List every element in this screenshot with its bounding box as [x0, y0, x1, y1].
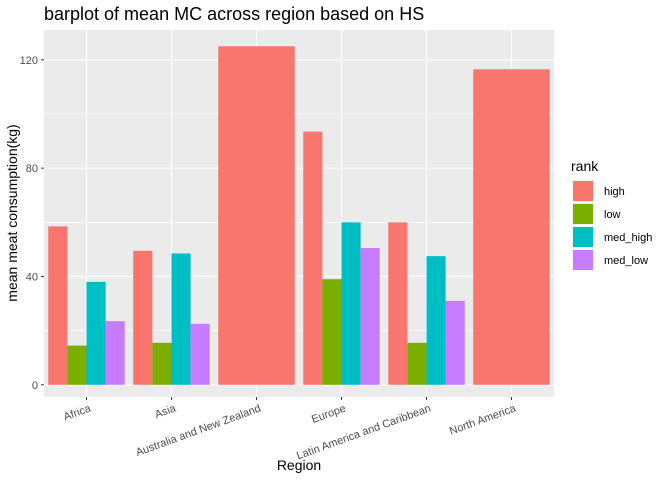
x-tick-label: Africa	[62, 402, 93, 423]
x-tick-label: Latin America and Caribbean	[295, 403, 432, 463]
legend-key-low	[573, 204, 593, 224]
bar	[473, 69, 550, 385]
x-tick-label: Europe	[310, 403, 347, 426]
y-tick-label: 120	[20, 55, 38, 67]
bar	[190, 323, 210, 385]
bar	[67, 345, 87, 385]
chart-title: barplot of mean MC across region based o…	[44, 4, 424, 24]
legend-label: high	[604, 186, 625, 198]
y-axis-title: mean meat consumption(kg)	[4, 124, 20, 301]
bar	[360, 248, 380, 385]
bar	[303, 131, 323, 385]
bar	[426, 256, 446, 385]
legend-label: med_low	[604, 255, 648, 267]
bar	[407, 342, 427, 385]
legend-key-med_high	[573, 227, 593, 247]
bar	[86, 281, 106, 385]
bar	[445, 300, 465, 385]
y-tick-label: 40	[26, 271, 38, 283]
grid-minor	[44, 113, 554, 331]
legend-key-high	[573, 181, 593, 201]
bar	[218, 46, 295, 385]
legend-title: rank	[571, 158, 599, 174]
legend: rank high low med_high med_low	[571, 158, 652, 271]
legend-label: low	[604, 209, 621, 221]
bars	[48, 46, 550, 385]
x-tick-label: Asia	[153, 402, 178, 421]
x-tick-label: North America	[448, 402, 518, 437]
y-axis: 0 40 80 120	[20, 55, 44, 392]
legend-label: med_high	[604, 232, 652, 244]
plot-panel	[44, 30, 554, 397]
bar	[105, 321, 125, 385]
bar	[341, 222, 361, 385]
bar	[388, 222, 408, 385]
y-tick-label: 80	[26, 163, 38, 175]
y-tick-label: 0	[32, 380, 38, 392]
bar	[48, 226, 68, 385]
x-axis-title: Region	[277, 457, 321, 473]
bar	[152, 342, 172, 385]
bar	[171, 253, 191, 385]
legend-key-med_low	[573, 250, 593, 270]
bar	[322, 279, 342, 385]
bar	[133, 250, 153, 385]
